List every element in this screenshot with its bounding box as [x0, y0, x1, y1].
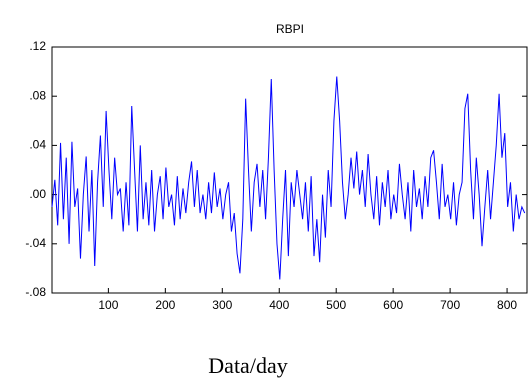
x-tick-label: 200	[155, 298, 175, 312]
chart-title: RBPI	[276, 22, 304, 36]
x-tick-label: 800	[497, 298, 517, 312]
plot-frame	[51, 46, 528, 294]
x-tick-label: 500	[326, 298, 346, 312]
x-axis-label: Data/day	[208, 353, 287, 378]
y-tick-label: .08	[29, 88, 46, 102]
x-tick-label: 400	[269, 298, 289, 312]
y-tick-label: -.04	[25, 236, 46, 250]
y-tick-label: .00	[29, 187, 46, 201]
y-tick-label: -.08	[25, 285, 46, 299]
x-tick-label: 300	[212, 298, 232, 312]
x-tick-label: 100	[98, 298, 118, 312]
y-tick-label: .12	[29, 39, 46, 53]
x-tick-label: 700	[440, 298, 460, 312]
data-line	[51, 76, 526, 280]
y-tick-label: .04	[29, 138, 46, 152]
x-tick-label: 600	[383, 298, 403, 312]
